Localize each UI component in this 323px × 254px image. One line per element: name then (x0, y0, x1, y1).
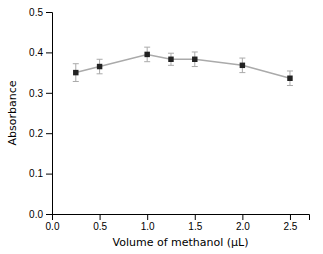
y-tick-label: 0.1 (29, 168, 43, 179)
y-tick-mark (46, 214, 52, 215)
y-tick-mark (46, 133, 52, 134)
error-bar-cap (239, 58, 245, 59)
x-axis-line (53, 215, 310, 221)
marker (73, 70, 78, 75)
x-tick: 1.0 (141, 214, 155, 232)
marker (97, 64, 102, 69)
error-bar-cap (192, 66, 198, 67)
marks (73, 47, 293, 85)
y-tick-label: 0.0 (29, 209, 43, 220)
x-tick-mark (290, 214, 291, 220)
x-tick: 1.5 (188, 214, 202, 232)
error-bar-cap (168, 65, 174, 66)
y-tick: 0.3 (29, 88, 52, 99)
x-tick-mark (195, 214, 196, 220)
y-tick-label: 0.3 (29, 88, 43, 99)
chart: 0.0 0.5 1.0 1.5 2.0 2.5 0.0 0.1 0.2 0.3 0.4 0.5 Volu… (0, 0, 323, 254)
error-bar-cap (97, 73, 103, 74)
y-tick-label: 0.4 (29, 47, 43, 58)
y-tick-label: 0.5 (29, 7, 43, 18)
x-tick-label: 2.0 (236, 221, 250, 232)
x-tick: 2.0 (236, 214, 250, 232)
error-bar (192, 52, 198, 67)
error-bar (168, 53, 174, 65)
y-tick: 0.0 (29, 209, 52, 220)
x-tick-label: 2.5 (284, 221, 298, 232)
x-tick: 0.0 (46, 214, 60, 232)
error-bar-cap (144, 47, 150, 48)
plot: 0.0 0.5 1.0 1.5 2.0 2.5 0.0 0.1 0.2 0.3 0.4 0.5 (29, 7, 309, 232)
x-tick-mark (100, 214, 101, 220)
x-axis-title: Volume of methanol (μL) (113, 236, 249, 249)
x-tick-label: 0.0 (46, 221, 60, 232)
error-bar-cap (168, 53, 174, 54)
error-bar (287, 71, 293, 86)
error-bar-cap (73, 81, 79, 82)
y-axis-line (46, 13, 53, 215)
y-tick-label: 0.2 (29, 128, 43, 139)
x-axis: 0.0 0.5 1.0 1.5 2.0 2.5 (46, 214, 310, 232)
error-bar-cap (97, 59, 103, 60)
marker (240, 63, 245, 68)
x-tick-label: 1.0 (141, 221, 155, 232)
y-tick-mark (46, 52, 52, 53)
error-bar (73, 64, 79, 82)
error-bar-cap (287, 85, 293, 86)
y-tick-mark (46, 93, 52, 94)
y-tick: 0.5 (29, 7, 52, 18)
x-tick-mark (242, 214, 243, 220)
y-axis-title: Absorbance (6, 80, 19, 145)
x-tick: 0.5 (93, 214, 107, 232)
error-bar-cap (192, 51, 198, 52)
error-bar-cap (73, 63, 79, 64)
error-bar-cap (144, 61, 150, 62)
marker (287, 76, 292, 81)
y-tick: 0.2 (29, 128, 52, 139)
x-tick: 2.5 (284, 214, 298, 232)
marker (144, 52, 149, 57)
y-tick: 0.4 (29, 47, 52, 58)
error-bar (144, 47, 150, 62)
y-tick-mark (46, 12, 52, 13)
line (76, 54, 290, 78)
x-tick-label: 0.5 (93, 221, 107, 232)
marker (192, 57, 197, 62)
error-bar-cap (239, 72, 245, 73)
marker (168, 57, 173, 62)
y-tick-mark (46, 174, 52, 175)
y-tick: 0.1 (29, 168, 52, 179)
y-axis: 0.0 0.1 0.2 0.3 0.4 0.5 (29, 7, 52, 220)
error-bar (97, 59, 103, 74)
error-bar (239, 58, 245, 73)
x-tick-mark (147, 214, 148, 220)
error-bar-cap (287, 70, 293, 71)
x-tick-label: 1.5 (188, 221, 202, 232)
